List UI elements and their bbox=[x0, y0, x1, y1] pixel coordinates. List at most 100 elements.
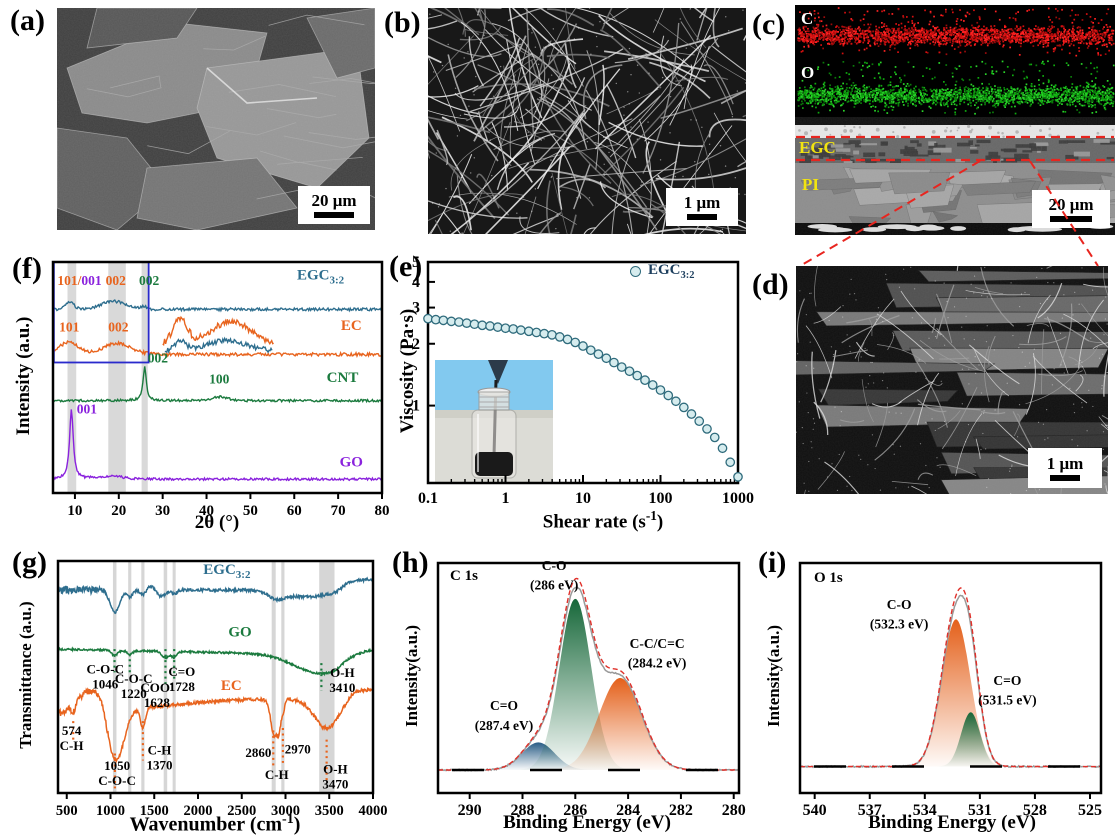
svg-text:3470: 3470 bbox=[322, 776, 348, 791]
svg-text:101: 101 bbox=[59, 319, 80, 334]
scale-bar-b-label: 1 μm bbox=[683, 193, 721, 212]
viscosity-legend: EGC3:2 bbox=[630, 262, 695, 281]
svg-text:1628: 1628 bbox=[144, 695, 171, 710]
svg-text:2860: 2860 bbox=[245, 745, 271, 760]
svg-text:C-O-C: C-O-C bbox=[98, 773, 136, 788]
xrd-plot: 101/001 002 002 101 002 002 100 001 EGC3:2 EC CNT G… bbox=[51, 260, 390, 519]
svg-text:EC: EC bbox=[221, 678, 242, 694]
ftir-yaxis-title: Transmittance (a.u.) bbox=[16, 601, 35, 749]
svg-text:3410: 3410 bbox=[329, 680, 355, 695]
svg-text:500: 500 bbox=[56, 803, 78, 819]
svg-text:100: 100 bbox=[649, 490, 673, 507]
svg-text:3000: 3000 bbox=[271, 803, 300, 819]
svg-text:(286 eV): (286 eV) bbox=[530, 577, 578, 592]
svg-text:O-H: O-H bbox=[330, 665, 355, 680]
svg-text:C=O: C=O bbox=[168, 664, 195, 679]
panel-label-i: (i) bbox=[758, 546, 787, 579]
svg-text:2: 2 bbox=[412, 336, 420, 353]
xps-c1s-yaxis-title: Intensity(a.u.) bbox=[402, 625, 421, 728]
svg-text:EC: EC bbox=[341, 318, 362, 334]
svg-text:1000: 1000 bbox=[722, 490, 754, 507]
panel-label-f: (f) bbox=[12, 252, 42, 285]
svg-text:EGC3:2: EGC3:2 bbox=[297, 267, 345, 286]
svg-text:GO: GO bbox=[340, 454, 363, 470]
xps-o1s-plot: C-O(532.3 eV)C=O(531.5 eV)540 537 534 531 52… bbox=[798, 561, 1103, 819]
svg-text:30: 30 bbox=[155, 503, 170, 519]
panel-label-b: (b) bbox=[384, 6, 421, 39]
scale-bar-a: 20 μm bbox=[298, 186, 370, 224]
svg-text:50: 50 bbox=[243, 503, 258, 519]
svg-text:574: 574 bbox=[62, 723, 82, 738]
scale-bar-c-line bbox=[1050, 216, 1092, 222]
svg-text:2500: 2500 bbox=[227, 803, 256, 819]
scale-bar-c-label: 20 μm bbox=[1048, 195, 1094, 214]
svg-text:EGC3:2: EGC3:2 bbox=[203, 562, 251, 581]
viscosity-plot: 0.1 1 10 100 1000 1 2 3 4 5 bbox=[412, 254, 754, 507]
svg-text:100: 100 bbox=[209, 371, 230, 386]
ftir-xaxis-title: Wavenumber (cm-1) bbox=[129, 812, 301, 836]
svg-text:1000: 1000 bbox=[96, 803, 125, 819]
eds-map-label-carbon: C bbox=[801, 9, 814, 28]
xps-c1s-plot: C-O(286 eV)C-C/C=C(284.2 eV)C=O(287.4 eV… bbox=[436, 558, 746, 819]
scale-bar-d: 1 μm bbox=[1028, 448, 1102, 488]
xrd-yaxis-title: Intensity (a.u.) bbox=[13, 316, 34, 436]
svg-text:C-H: C-H bbox=[60, 738, 84, 753]
svg-text:C-O: C-O bbox=[542, 558, 567, 573]
svg-text:3: 3 bbox=[412, 300, 420, 317]
svg-text:002: 002 bbox=[108, 319, 129, 334]
svg-text:5: 5 bbox=[412, 254, 420, 271]
xps-c1s-xaxis-title: Binding Energy (eV) bbox=[503, 812, 671, 833]
scale-bar-d-line bbox=[1050, 475, 1080, 481]
layer-label-pi: PI bbox=[802, 175, 819, 194]
layer-label-egc: EGC bbox=[799, 138, 836, 157]
svg-text:CNT: CNT bbox=[327, 370, 359, 386]
svg-text:1: 1 bbox=[412, 398, 420, 415]
ftir-plot: EGC3:2GOECC-O-C1046C-O-C1220COO-1628C=O1… bbox=[56, 559, 388, 819]
svg-text:001: 001 bbox=[77, 401, 98, 416]
xps-c1s-corner-label: C 1s bbox=[450, 568, 478, 584]
panel-label-h: (h) bbox=[392, 546, 429, 579]
svg-text:1046: 1046 bbox=[92, 677, 119, 692]
svg-text:1500: 1500 bbox=[140, 803, 169, 819]
scale-bar-a-label: 20 μm bbox=[311, 191, 357, 210]
panel-label-d: (d) bbox=[752, 268, 789, 301]
svg-text:1: 1 bbox=[502, 490, 510, 507]
panel-label-g: (g) bbox=[12, 546, 47, 579]
svg-text:GO: GO bbox=[228, 624, 251, 640]
svg-text:1370: 1370 bbox=[147, 758, 173, 773]
xps-o1s-xaxis-title: Binding Energy (eV) bbox=[868, 812, 1036, 833]
svg-text:002: 002 bbox=[139, 273, 160, 288]
legend-label: EGC3:2 bbox=[648, 262, 695, 281]
svg-text:101/001: 101/001 bbox=[57, 273, 102, 288]
svg-text:C-H: C-H bbox=[265, 767, 289, 782]
svg-text:COO-: COO- bbox=[140, 679, 173, 695]
svg-text:002: 002 bbox=[106, 273, 127, 288]
scale-bar-b-line bbox=[687, 214, 717, 220]
svg-text:20: 20 bbox=[111, 503, 126, 519]
panel-label-c: (c) bbox=[752, 8, 786, 41]
svg-text:80: 80 bbox=[375, 503, 390, 519]
svg-text:10: 10 bbox=[67, 503, 82, 519]
scale-bar-d-label: 1 μm bbox=[1046, 454, 1084, 473]
svg-text:C-H: C-H bbox=[148, 743, 172, 758]
viscosity-xaxis-title: Shear rate (s-1) bbox=[542, 508, 664, 533]
panel-label-a: (a) bbox=[10, 4, 45, 37]
xps-o1s-corner-label: O 1s bbox=[814, 570, 843, 586]
svg-text:60: 60 bbox=[287, 503, 302, 519]
scale-bar-b: 1 μm bbox=[666, 188, 738, 226]
svg-text:1050: 1050 bbox=[104, 758, 130, 773]
svg-text:4: 4 bbox=[412, 274, 420, 291]
scale-bar-c: 20 μm bbox=[1032, 190, 1110, 228]
svg-text:2970: 2970 bbox=[285, 742, 311, 757]
xrd-xaxis-title: 2θ (°) bbox=[194, 512, 240, 533]
svg-text:4000: 4000 bbox=[359, 803, 388, 819]
legend-marker-circle bbox=[630, 266, 641, 277]
svg-text:1220: 1220 bbox=[121, 686, 147, 701]
svg-text:1728: 1728 bbox=[169, 679, 196, 694]
svg-text:40: 40 bbox=[199, 503, 214, 519]
eds-map-label-oxygen: O bbox=[801, 63, 815, 82]
xps-o1s-yaxis-title: Intensity(a.u.) bbox=[764, 625, 783, 728]
svg-text:O-H: O-H bbox=[323, 761, 348, 776]
svg-text:C-O-C: C-O-C bbox=[86, 662, 124, 677]
